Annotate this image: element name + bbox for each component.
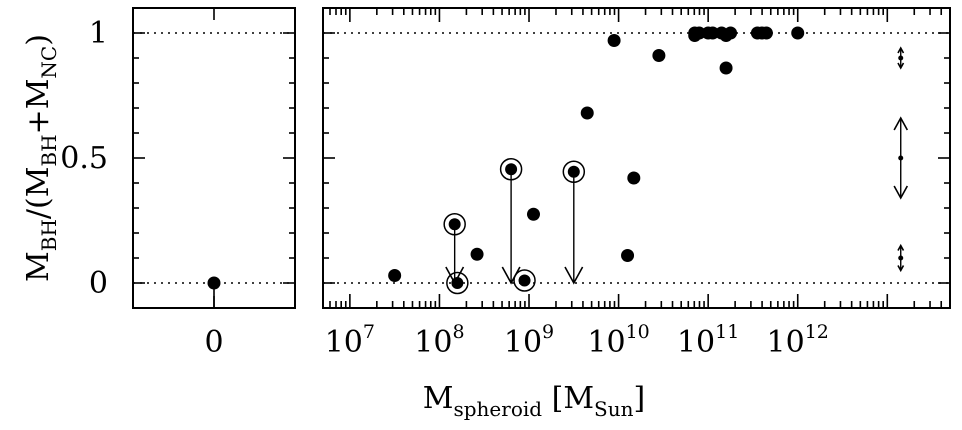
y-tick-labels: 0 0.5 1 — [60, 16, 108, 301]
data-point-2 — [526, 207, 540, 221]
right-panel: 107 108 109 1010 1011 1012 — [322, 7, 951, 360]
upper-limit-ring-1 — [499, 158, 523, 181]
svg-text:MBH/(MBH+MNC): MBH/(MBH+MNC) — [21, 34, 61, 282]
error-bar-example-up-0 — [897, 46, 905, 54]
upper-limit-ring-0 — [443, 213, 466, 236]
x-tick-label-1e11: 1011 — [677, 321, 739, 360]
upper-limit-point-1 — [505, 163, 518, 176]
x-tick-label-1e7: 107 — [325, 321, 375, 360]
left-data-point-0 — [207, 276, 221, 290]
data-point-16 — [719, 61, 733, 75]
error-bar-example-down-0 — [897, 62, 905, 70]
left-panel: 0 0.5 1 0 — [60, 7, 296, 360]
right-panel-frame — [322, 7, 951, 309]
data-point-5 — [621, 249, 635, 262]
circled-point-ring-1 — [513, 269, 536, 292]
x-tick-label-1e12: 1012 — [767, 321, 829, 360]
x-tick-label-1e9: 109 — [504, 321, 554, 360]
y-axis-label: MBH/(MBH+MNC) — [21, 34, 61, 282]
left-x-tick-label: 0 — [204, 325, 223, 360]
x-axis-label: Mspheroid [MSun] — [423, 381, 645, 421]
error-bar-example-point-0 — [898, 55, 904, 61]
data-point-20 — [791, 26, 805, 40]
left-panel-frame — [132, 7, 296, 309]
x-tick-label-1e10: 1010 — [587, 321, 649, 360]
data-point-15 — [724, 26, 738, 40]
upper-limit-arrowhead-2 — [564, 266, 584, 285]
x-tick-label-1e8: 108 — [414, 321, 464, 360]
circled-point-0 — [451, 277, 464, 289]
y-tick-label-0: 0 — [89, 266, 108, 301]
left-panel-ticks — [133, 7, 295, 309]
data-point-12 — [706, 26, 720, 40]
data-point-1 — [470, 247, 484, 261]
upper-limit-point-2 — [567, 165, 580, 178]
data-point-0 — [388, 269, 402, 282]
error-bar-example-down-1 — [893, 185, 909, 200]
circled-point-ring-0 — [446, 271, 469, 295]
right-panel-marks — [323, 26, 950, 295]
error-bar-example-point-2 — [898, 255, 904, 261]
error-bar-example-up-1 — [893, 116, 909, 131]
error-bar-example-down-2 — [897, 265, 905, 273]
data-point-4 — [607, 34, 621, 47]
right-panel-ticks — [323, 7, 951, 309]
error-bar-example-up-2 — [897, 243, 905, 251]
data-point-3 — [580, 106, 594, 120]
upper-limit-ring-2 — [562, 160, 586, 183]
y-tick-label-0-5: 0.5 — [60, 141, 108, 176]
data-point-6 — [627, 171, 641, 185]
y-tick-label-1: 1 — [89, 16, 108, 51]
x-tick-labels: 107 108 109 1010 1011 1012 — [325, 321, 829, 360]
error-bar-example-point-1 — [898, 155, 904, 161]
circled-point-1 — [518, 274, 531, 287]
data-point-7 — [652, 49, 666, 62]
upper-limit-point-0 — [448, 218, 461, 231]
data-point-10 — [692, 26, 706, 40]
left-panel-marks — [133, 32, 295, 308]
data-point-19 — [759, 26, 773, 40]
